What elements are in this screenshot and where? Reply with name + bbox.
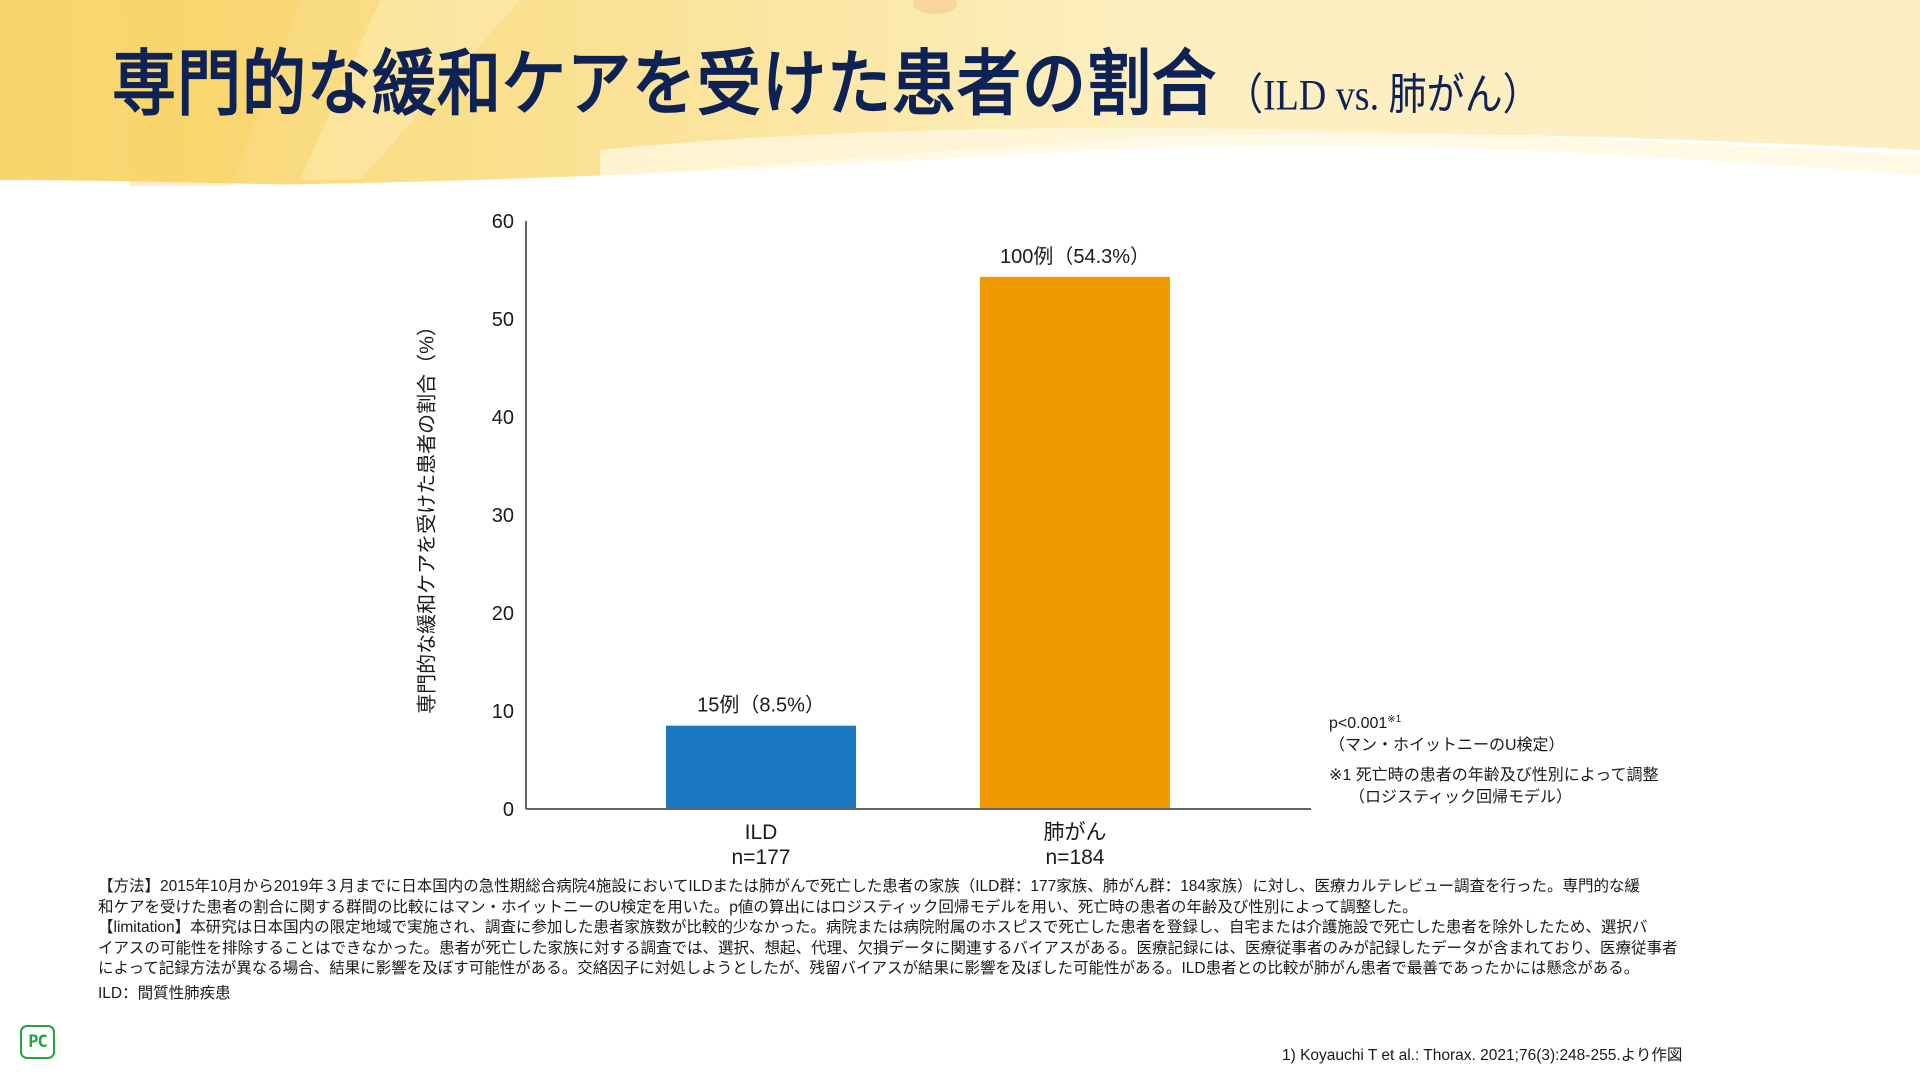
banner-background — [0, 0, 1920, 200]
y-tick-label: 30 — [492, 505, 514, 527]
y-axis-title: 専門的な緩和ケアを受けた患者の割合（%） — [416, 316, 439, 714]
footnote-line-1: ※1 死亡時の患者の年齢及び性別によって調整 — [1329, 767, 1659, 784]
y-tick-labels: 0 10 20 30 40 50 60 — [492, 211, 514, 821]
test-name: （マン・ホイットニーのU検定） — [1329, 737, 1565, 754]
title-main: 専門的な緩和ケアを受けた患者の割合 — [112, 44, 1217, 125]
header-banner — [0, 0, 1920, 200]
citation: 1) Koyauchi T et al.: Thorax. 2021;76(3)… — [1282, 1047, 1683, 1064]
limitation-line: 【limitation】本研究は日本国内の限定地域で実施され、調査に参加した患者… — [98, 919, 1648, 936]
data-label: 100例（54.3%） — [1000, 245, 1150, 268]
methods-line: 【方法】2015年10月から2019年３月までに日本国内の急性期総合病院4施設に… — [98, 878, 1641, 895]
category-n-label: n=177 — [732, 846, 791, 869]
abbreviation-note: ILD：間質性肺疾患 — [98, 984, 231, 1002]
data-label: 15例（8.5%） — [697, 694, 825, 717]
category-n-label: n=184 — [1046, 846, 1105, 869]
limitation-line: イアスの可能性を排除することはできなかった。患者が死亡した家族に対する調査では、… — [98, 939, 1678, 957]
logo-text: PC — [28, 1032, 48, 1052]
y-tick-label: 0 — [503, 799, 514, 821]
y-tick-label: 40 — [492, 407, 514, 429]
bar-data-labels: 15例（8.5%） 100例（54.3%） — [697, 245, 1150, 717]
y-tick-label: 60 — [492, 211, 514, 233]
pc-logo-icon: PC — [20, 1025, 55, 1059]
category-label: 肺がん — [1044, 821, 1107, 844]
p-value-footnote-mark: ※1 — [1387, 714, 1402, 725]
bars — [666, 276, 1170, 808]
footnote-line-2: （ロジスティック回帰モデル） — [1349, 789, 1573, 806]
y-tick-label: 10 — [492, 701, 514, 723]
y-tick-label: 20 — [492, 603, 514, 625]
methods-text: 【方法】2015年10月から2019年３月までに日本国内の急性期総合病院4施設に… — [98, 877, 1818, 1004]
statistics-note: p<0.001※1 （マン・ホイットニーのU検定） ※1 死亡時の患者の年齢及び… — [1329, 709, 1658, 809]
y-tick-label: 50 — [492, 309, 514, 331]
p-value: p<0.001 — [1329, 715, 1388, 732]
bar-lung-cancer — [980, 276, 1170, 808]
bar-ild — [666, 725, 856, 808]
methods-line: 和ケアを受けた患者の割合に関する群間の比較にはマン・ホイットニーのU検定を用いた… — [98, 898, 1418, 916]
limitation-line: によって記録方法が異なる場合、結果に影響を及ぼす可能性がある。交絡因子に対処しよ… — [98, 960, 1640, 977]
p-value-line: p<0.001※1 — [1329, 709, 1658, 735]
title-subtitle: （ILD vs. 肺がん） — [1225, 71, 1541, 120]
page-title: 専門的な緩和ケアを受けた患者の割合 （ILD vs. 肺がん） — [112, 38, 1541, 130]
category-label: ILD — [745, 821, 778, 844]
